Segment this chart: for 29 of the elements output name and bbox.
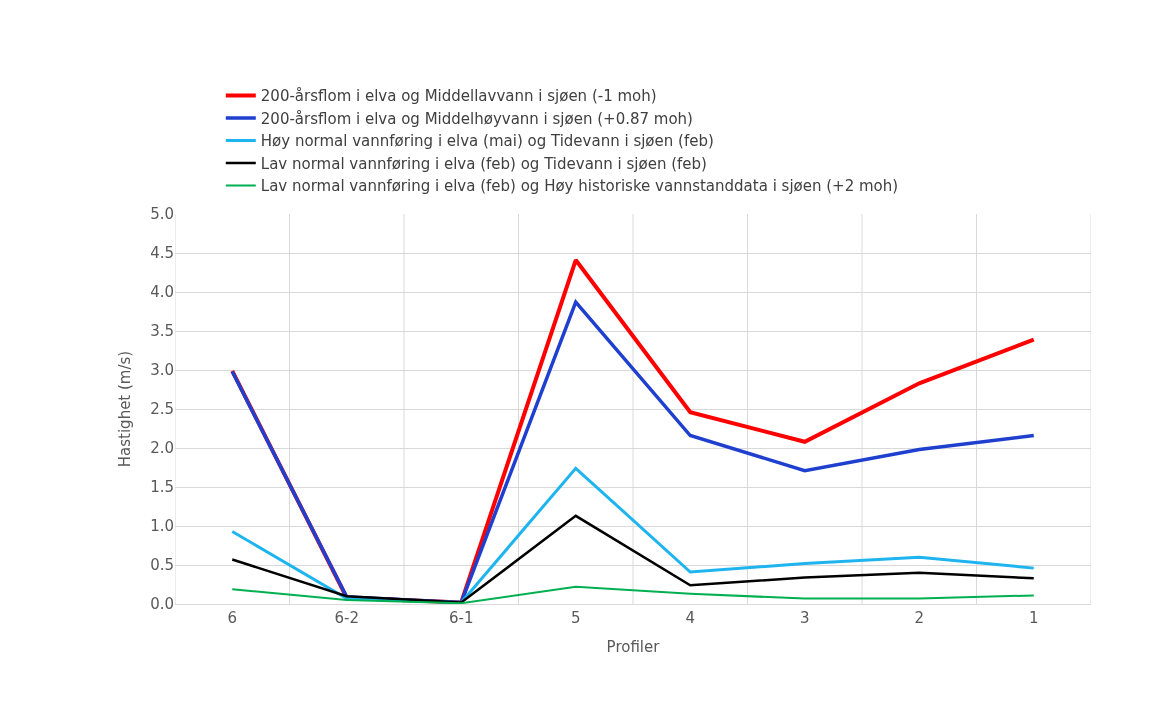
x-tick-label: 6-1 [449, 609, 474, 627]
line-series [231, 514, 1035, 604]
line-series [230, 466, 1036, 604]
x-tick-label: 1 [1028, 609, 1039, 627]
x-axis-title: Profiler [606, 638, 661, 656]
y-tick-label: 1.5 [150, 478, 174, 497]
legend-label: Lav normal vannføring i elva (feb) og Tidevann i sjøen (feb) [260, 154, 707, 173]
x-tick-label: 2 [914, 609, 925, 627]
y-tick-label: 2.0 [150, 439, 174, 458]
x-tick-label: 5 [570, 609, 581, 627]
y-tick-label: 4.5 [150, 244, 174, 263]
legend-label: Lav normal vannføring i elva (feb) og Høy historiske vannstanddata i sjøen (+2 moh) [260, 177, 899, 196]
x-tick-label: 4 [685, 609, 696, 627]
y-tick-label: 0.5 [150, 556, 174, 575]
line-series [231, 585, 1035, 604]
y-tick-label: 4.0 [150, 283, 174, 302]
x-tick-label: 3 [799, 609, 810, 627]
y-tick-label: 3.0 [150, 361, 174, 380]
legend-label: 200-årsflom i elva og Middelhøyvann i sjøen (+0.87 moh) [260, 109, 693, 128]
legend-label: 200-årsflom i elva og Middellavvann i sjøen (-1 moh) [260, 87, 657, 106]
y-tick-label: 2.5 [150, 400, 174, 419]
y-tick-label: 0.0 [150, 595, 174, 614]
y-axis-title: Hastighet (m/s) [116, 350, 135, 468]
legend-label: Høy normal vannføring i elva (mai) og Tidevann i sjøen (feb) [260, 132, 714, 151]
x-tick-label: 6 [227, 609, 238, 627]
y-tick-label: 1.0 [150, 517, 174, 536]
x-tick-label: 6-2 [334, 609, 359, 627]
y-tick-label: 5.0 [150, 205, 174, 224]
y-tick-label: 3.5 [150, 322, 174, 341]
